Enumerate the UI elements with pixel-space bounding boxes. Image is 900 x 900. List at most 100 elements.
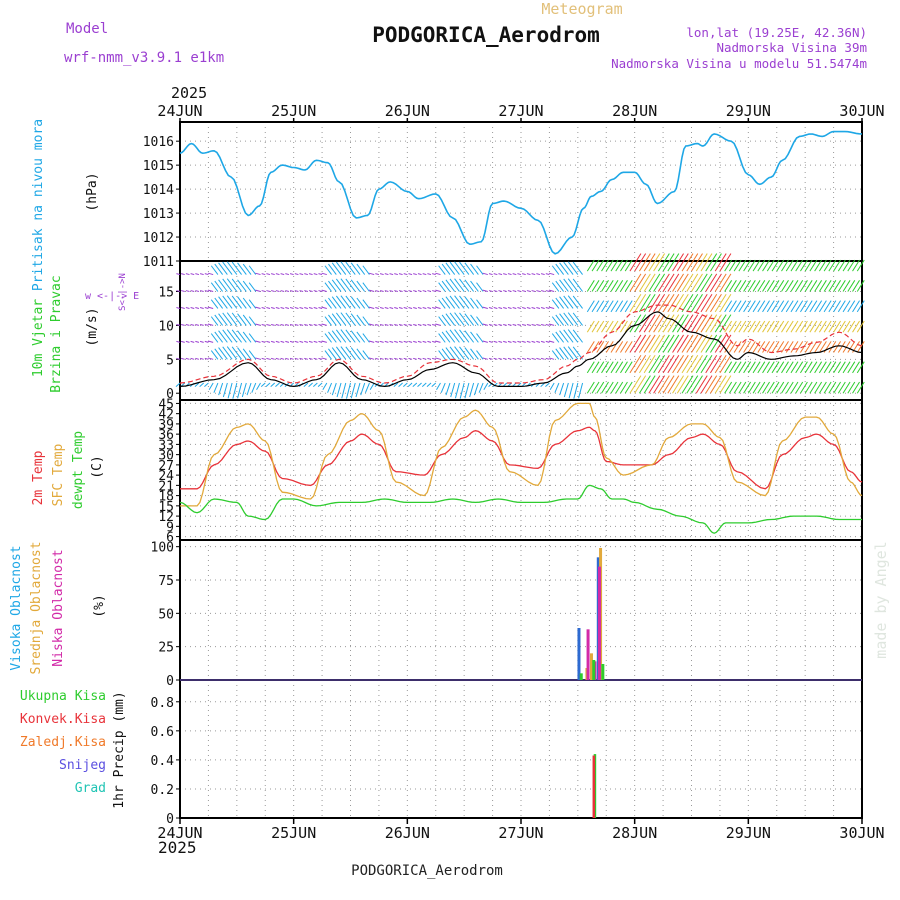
wind-arrow bbox=[624, 361, 633, 374]
wind-arrow bbox=[591, 320, 600, 333]
wind-arrow bbox=[470, 314, 479, 326]
wind-arrow bbox=[308, 340, 313, 343]
wind-arrow bbox=[596, 320, 605, 333]
wind-arrow bbox=[653, 273, 666, 292]
wind-arrow bbox=[643, 334, 656, 353]
wind-arrow bbox=[266, 323, 271, 326]
wind-arrow bbox=[800, 381, 808, 394]
wind-arrow bbox=[624, 320, 633, 333]
wind-arrow bbox=[781, 280, 789, 292]
wind-arrow bbox=[270, 357, 275, 360]
wind-arrow bbox=[551, 350, 560, 360]
series-layer bbox=[179, 130, 863, 681]
wind-arrow bbox=[572, 329, 583, 343]
wind-arrow bbox=[624, 341, 633, 353]
wind-arrow bbox=[432, 323, 436, 326]
wind-arrow bbox=[248, 316, 257, 326]
wind-gust-line bbox=[179, 304, 863, 384]
wind-arrow bbox=[476, 265, 484, 275]
temp-line-sfc-temp bbox=[180, 402, 863, 507]
wind-arrow bbox=[324, 316, 332, 326]
wind-arrow bbox=[705, 253, 718, 272]
wind-arrow bbox=[362, 316, 370, 326]
wind-arrow bbox=[304, 340, 309, 343]
wind-arrow bbox=[345, 278, 356, 292]
wind-arrow bbox=[691, 293, 703, 313]
wind-arrow bbox=[724, 300, 733, 313]
wind-arrow bbox=[800, 300, 808, 313]
wind-arrow bbox=[270, 382, 276, 388]
wind-arrow bbox=[842, 259, 851, 272]
wind-arrow bbox=[536, 357, 541, 360]
wind-arrow bbox=[438, 350, 446, 360]
wind-arrow bbox=[335, 278, 347, 292]
y-tick-label: 1012 bbox=[143, 231, 174, 246]
wind-arrow bbox=[738, 280, 747, 292]
wind-arrow bbox=[555, 280, 565, 292]
wind-arrow bbox=[733, 381, 742, 394]
wind-arrow bbox=[610, 259, 619, 272]
wind-arrow bbox=[304, 273, 309, 276]
wind-arrow bbox=[280, 323, 285, 326]
wind-arrow bbox=[375, 307, 380, 309]
wind-arrow bbox=[695, 314, 708, 333]
bottom-day-labels: 24JUN 25JUN 26JUN 27JUN 28JUN 29JUN 30JUN bbox=[157, 824, 884, 842]
wind-arrow bbox=[536, 340, 541, 343]
wind-arrow bbox=[719, 273, 732, 292]
wind-arrow bbox=[246, 382, 252, 396]
wind-arrow bbox=[643, 273, 656, 292]
wind-arrow bbox=[362, 350, 370, 360]
wind-arrow bbox=[218, 382, 224, 396]
wind-arrow bbox=[657, 293, 670, 313]
wind-arrow bbox=[714, 293, 727, 313]
wind-arrow bbox=[413, 290, 417, 292]
wind-arrow bbox=[210, 265, 219, 275]
wind-arrow bbox=[804, 320, 813, 333]
wind-arrow bbox=[856, 320, 865, 333]
wind-arrow bbox=[218, 313, 228, 326]
wind-arrow bbox=[648, 314, 661, 333]
wind-arrow bbox=[413, 273, 417, 276]
day-label-top: 25JUN bbox=[271, 102, 316, 120]
wind-arrow bbox=[551, 316, 560, 326]
temp-line-dewpt-temp bbox=[179, 484, 862, 534]
wind-arrow bbox=[242, 297, 252, 309]
wind-arrow bbox=[478, 382, 484, 393]
wind-arrow bbox=[781, 381, 789, 394]
wind-arrow bbox=[498, 290, 503, 292]
wind-arrow bbox=[823, 300, 832, 313]
y-tick-label: 10 bbox=[158, 319, 174, 334]
wind-arrow bbox=[559, 262, 569, 275]
wind-arrow bbox=[304, 290, 309, 292]
wind-arrow bbox=[747, 280, 756, 292]
wind-arrow bbox=[379, 340, 384, 343]
wind-arrow bbox=[503, 323, 507, 326]
wind-arrow bbox=[345, 261, 356, 275]
wind-arrow bbox=[464, 296, 475, 309]
wind-arrow bbox=[241, 382, 247, 398]
wind-arrow bbox=[375, 290, 380, 292]
wind-arrow bbox=[540, 323, 545, 326]
wind-arrow bbox=[705, 293, 718, 313]
wind-arrow bbox=[459, 329, 470, 343]
wind-arrow bbox=[470, 280, 479, 292]
wind-arrow bbox=[476, 333, 484, 343]
y-tick-label: 39 bbox=[158, 418, 174, 433]
wind-arrow bbox=[545, 290, 550, 292]
wind-arrow bbox=[285, 290, 290, 292]
wind-arrow bbox=[321, 340, 327, 343]
wind-arrow bbox=[847, 259, 856, 272]
wind-arrow bbox=[643, 355, 656, 374]
wind-arrow bbox=[503, 357, 507, 360]
wind-arrow bbox=[531, 340, 536, 343]
wind-arrow bbox=[620, 280, 628, 292]
wind-ylabel-1: 10m Vjetar bbox=[31, 299, 46, 377]
wind-arrow bbox=[408, 290, 413, 292]
wind-arrow bbox=[785, 280, 794, 292]
day-label-top: 29JUN bbox=[726, 102, 771, 120]
wind-arrow bbox=[435, 357, 441, 360]
wind-arrow bbox=[222, 382, 228, 398]
wind-arrow bbox=[512, 307, 517, 309]
wind-arrow bbox=[615, 259, 624, 272]
wind-arrow bbox=[403, 307, 408, 309]
